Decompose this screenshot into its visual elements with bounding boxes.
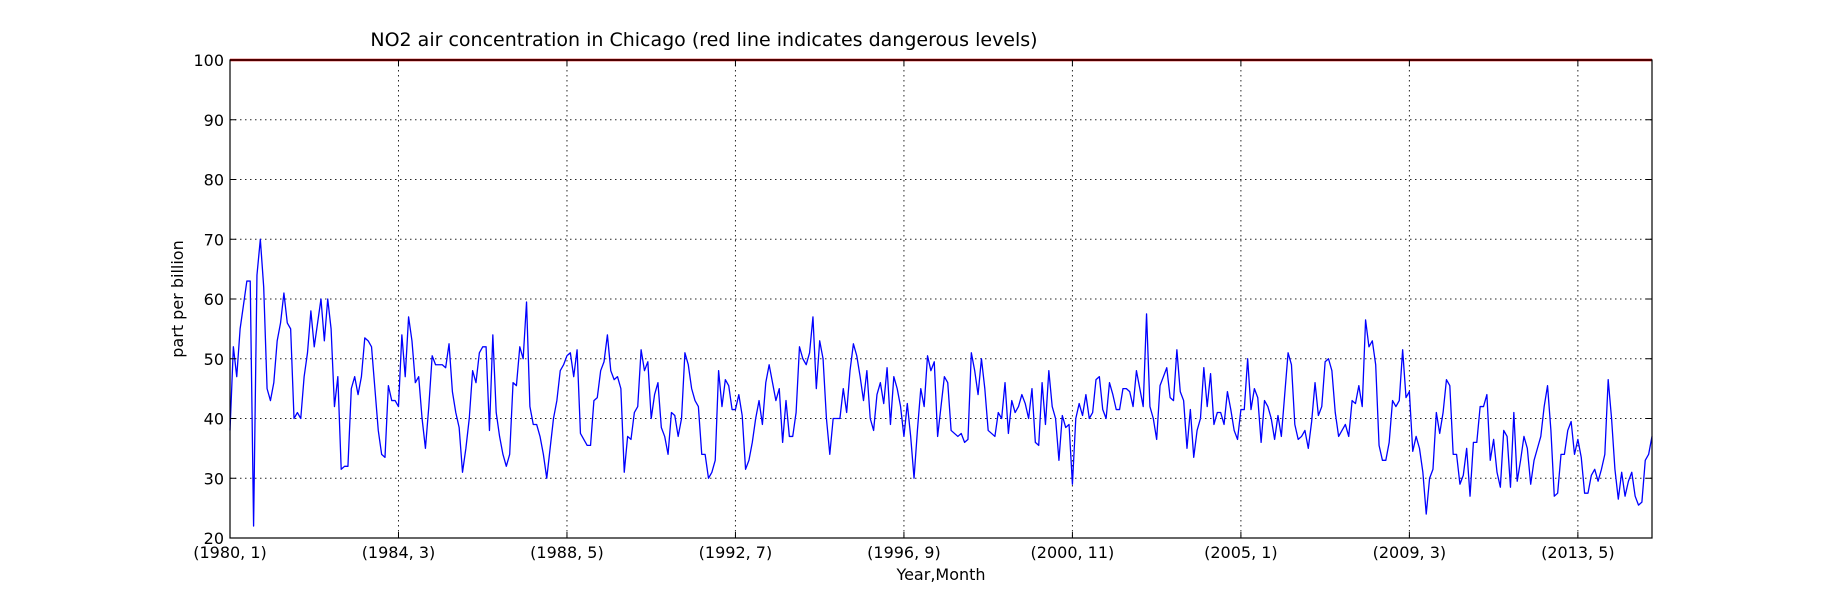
y-tick-label: 30 xyxy=(204,469,224,488)
x-tick-label: (1996, 9) xyxy=(867,543,941,562)
x-tick-label: (1984, 3) xyxy=(362,543,436,562)
y-tick-label: 40 xyxy=(204,410,224,429)
x-tick-label: (2009, 3) xyxy=(1373,543,1447,562)
grid-lines xyxy=(230,60,1652,538)
x-axis-ticks: (1980, 1) (1984, 3) (1988, 5) (1992, 7) (199… xyxy=(193,60,1615,562)
x-tick-label: (2000, 11) xyxy=(1031,543,1115,562)
y-tick-label: 70 xyxy=(204,230,224,249)
x-tick-label: (1992, 7) xyxy=(699,543,773,562)
series-group xyxy=(229,238,1653,527)
x-axis-title: Year,Month xyxy=(895,565,985,584)
chart-title: NO2 air concentration in Chicago (red li… xyxy=(370,29,1037,51)
y-tick-label: 80 xyxy=(204,171,224,190)
y-tick-label: 60 xyxy=(204,290,224,309)
y-axis-ticks: 20 30 40 50 60 70 80 90 100 xyxy=(193,51,1652,548)
no2-series-line xyxy=(229,238,1653,527)
x-tick-label: (2013, 5) xyxy=(1541,543,1615,562)
y-tick-label: 20 xyxy=(204,529,224,548)
y-axis-title: part per billion xyxy=(168,240,187,357)
x-tick-label: (1988, 5) xyxy=(530,543,604,562)
y-tick-label: 100 xyxy=(193,51,224,70)
y-tick-label: 90 xyxy=(204,111,224,130)
x-tick-label: (1980, 1) xyxy=(193,543,267,562)
x-tick-label: (2005, 1) xyxy=(1204,543,1278,562)
y-tick-label: 50 xyxy=(204,350,224,369)
